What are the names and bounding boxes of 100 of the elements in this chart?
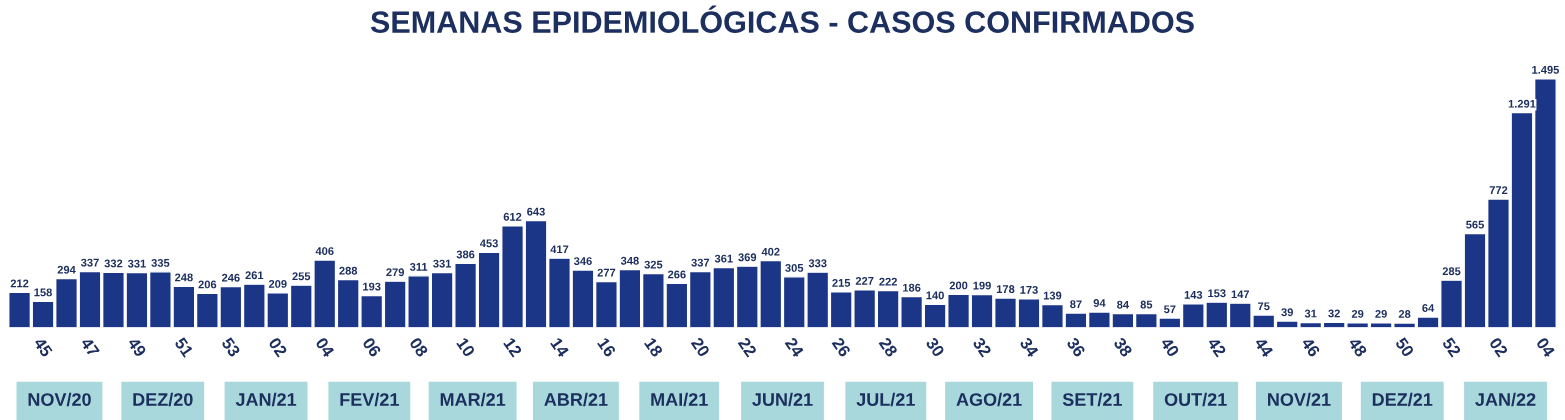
x-tick-label: 47	[80, 336, 100, 358]
data-label: 255	[292, 272, 311, 281]
data-label: 348	[620, 256, 639, 265]
x-tick-label: 34	[1019, 336, 1040, 359]
data-label: 612	[503, 212, 522, 221]
x-tick-label: 06	[362, 336, 382, 358]
x-tick-label: 32	[972, 336, 992, 358]
data-label: 288	[339, 266, 358, 275]
text: SET/21	[1062, 392, 1122, 407]
data-label: 331	[433, 259, 452, 268]
data-label: 361	[714, 254, 733, 263]
data-label: 1.495	[1532, 65, 1560, 74]
text: JAN/22	[1475, 392, 1536, 407]
data-label: 248	[175, 273, 193, 282]
data-label: 29	[1375, 309, 1387, 318]
data-label: 332	[104, 259, 123, 268]
data-label: 277	[597, 268, 616, 277]
data-label: 57	[1164, 305, 1176, 314]
x-tick-label: 49	[127, 336, 147, 358]
data-label: 147	[1231, 290, 1250, 299]
data-label: 311	[409, 262, 428, 271]
x-tick-label: 28	[878, 336, 899, 358]
text: ABR/21	[544, 392, 608, 407]
data-label: 227	[855, 276, 874, 285]
data-label: 173	[1020, 285, 1038, 294]
data-label: 75	[1258, 302, 1270, 311]
x-tick-label: 45	[33, 336, 53, 358]
data-label: 246	[221, 273, 240, 282]
data-label: 1.291	[1508, 99, 1536, 108]
x-tick-label: 51	[174, 336, 194, 358]
data-label: 206	[198, 280, 217, 289]
data-label: 266	[667, 270, 686, 279]
text: NOV/21	[1268, 392, 1331, 407]
data-label: 772	[1489, 186, 1508, 194]
x-tick-label: 52	[1441, 336, 1462, 358]
data-label: 193	[363, 282, 381, 291]
data-label: 285	[1442, 267, 1461, 276]
data-label: 140	[926, 291, 944, 300]
data-label: 85	[1140, 300, 1153, 309]
x-tick-label: 12	[503, 337, 523, 358]
data-label: 64	[1422, 304, 1435, 312]
chart-title: SEMANAS EPIDEMIOLÓGICAS - CASOS CONFIRMADOS	[370, 5, 1194, 33]
x-tick-label: 14	[550, 337, 570, 358]
data-label: 337	[691, 258, 710, 267]
text: MAI/21	[651, 392, 708, 407]
x-tick-label: 44	[1253, 336, 1274, 358]
data-label: 209	[268, 279, 287, 288]
data-label: 158	[34, 288, 52, 297]
data-label: 643	[527, 207, 545, 216]
data-label: 186	[903, 283, 921, 292]
data-label: 402	[761, 247, 780, 256]
data-label: 346	[573, 257, 592, 266]
data-label: 139	[1043, 291, 1062, 300]
data-label: 222	[879, 277, 897, 286]
data-label: 305	[785, 263, 804, 272]
data-label: 335	[151, 258, 170, 267]
x-tick-label: 24	[784, 336, 805, 358]
x-tick-label: 48	[1347, 336, 1368, 358]
data-label: 261	[245, 271, 264, 280]
text: JUN/21	[752, 392, 813, 407]
data-label: 279	[386, 268, 405, 277]
data-label: 178	[996, 285, 1015, 293]
data-label: 215	[832, 278, 851, 287]
x-tick-label: 16	[597, 337, 617, 358]
x-tick-label: 50	[1394, 336, 1415, 358]
x-tick-label: 20	[690, 336, 711, 358]
data-label: 87	[1070, 300, 1082, 309]
x-tick-label: 30	[925, 336, 945, 358]
data-label: 325	[644, 260, 663, 269]
text: JAN/21	[235, 392, 297, 407]
x-tick-label: 40	[1159, 336, 1180, 358]
data-label: 369	[738, 253, 757, 262]
text: AGO/21	[956, 392, 1022, 407]
data-label: 31	[1304, 309, 1317, 318]
data-label: 417	[550, 245, 569, 254]
data-label: 406	[315, 247, 334, 256]
x-tick-label: 02	[268, 336, 288, 358]
data-label: 294	[57, 265, 76, 274]
text: DEZ/21	[1372, 392, 1433, 407]
x-tick-label: 26	[831, 336, 852, 358]
text: NOV/20	[28, 392, 91, 407]
data-label: 153	[1208, 289, 1226, 298]
x-tick-label: 02	[1488, 336, 1509, 358]
x-tick-label: 36	[1066, 336, 1086, 358]
data-label: 212	[10, 279, 29, 288]
x-tick-label: 38	[1113, 336, 1133, 358]
text: DEZ/20	[133, 392, 193, 407]
data-label: 199	[973, 281, 991, 290]
data-label: 94	[1093, 299, 1106, 307]
x-tick-label: 18	[643, 337, 664, 358]
data-label: 143	[1184, 290, 1203, 299]
text: MAR/21	[440, 392, 506, 407]
data-label: 29	[1351, 309, 1364, 318]
x-tick-label: 42	[1207, 336, 1227, 358]
x-tick-label: 04	[1535, 336, 1556, 359]
data-label: 32	[1328, 309, 1340, 318]
text: OUT/21	[1164, 392, 1227, 407]
x-tick-label: 46	[1300, 336, 1321, 358]
data-label: 39	[1281, 308, 1293, 317]
data-label: 200	[949, 281, 968, 290]
